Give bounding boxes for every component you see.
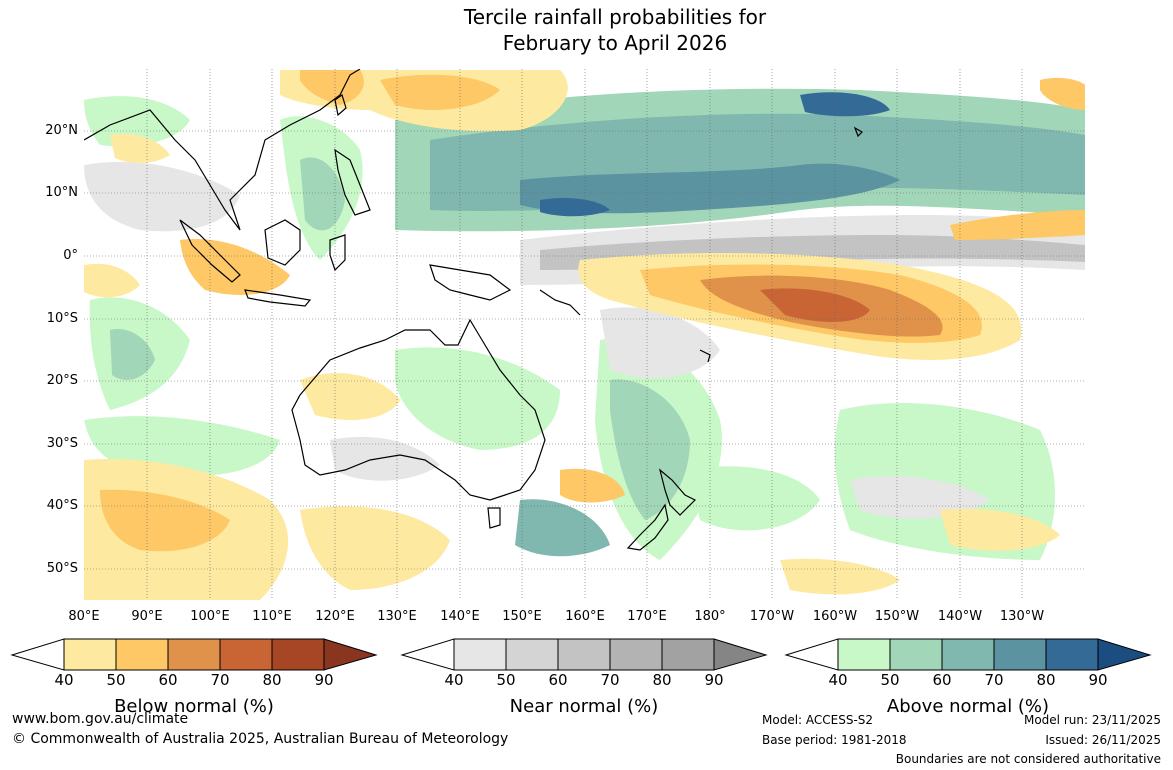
lon-tick-130w: 130°W <box>999 609 1045 624</box>
cbar-above-label-90: 90 <box>1088 671 1108 689</box>
lon-tick-170e: 170°E <box>627 609 667 624</box>
lon-tick-80e: 80°E <box>68 609 100 624</box>
cbar-near-label-40: 40 <box>444 671 464 689</box>
lat-tick-10n: 10°N <box>45 185 78 200</box>
lon-tick-110e: 110°E <box>252 609 292 624</box>
issued-text: Issued: 26/11/2025 <box>1045 733 1161 747</box>
hawaii-coastline <box>853 126 863 138</box>
title-line-2: February to April 2026 <box>502 31 728 55</box>
taiwan-coastline <box>334 94 347 117</box>
cbar-near-label-70: 70 <box>600 671 620 689</box>
sulawesi-coastline <box>329 234 346 272</box>
cbar-near-title: Near normal (%) <box>509 696 659 717</box>
lon-tick-100e: 100°E <box>190 609 230 624</box>
lat-tick-20s: 20°S <box>46 373 78 388</box>
new-zealand-south-coastline <box>626 503 669 551</box>
website-link[interactable]: www.bom.gov.au/climate <box>12 711 189 727</box>
colorbar-below-normal <box>10 638 378 671</box>
cbar-below-label-60: 60 <box>158 671 178 689</box>
lat-tick-20n: 20°N <box>45 123 78 138</box>
lon-tick-140e: 140°E <box>440 609 480 624</box>
cbar-near-label-50: 50 <box>496 671 516 689</box>
lon-tick-150e: 150°E <box>502 609 542 624</box>
australia-coastline <box>291 318 546 501</box>
asia-mainland-coastline <box>84 69 361 231</box>
graticule <box>84 69 1085 600</box>
lon-tick-140w: 140°W <box>937 609 983 624</box>
lat-tick-50s: 50°S <box>46 561 78 576</box>
cbar-below-label-80: 80 <box>262 671 282 689</box>
solomon-islands-coastline <box>539 289 581 316</box>
colorbar-near-normal <box>400 638 768 671</box>
coastlines <box>84 69 863 551</box>
sumatra-coastline <box>179 219 241 283</box>
above-normal-regions <box>84 88 1085 560</box>
lat-tick-10s: 10°S <box>46 311 78 326</box>
title-line-1: Tercile rainfall probabilities for <box>463 5 767 29</box>
lon-tick-90e: 90°E <box>131 609 163 624</box>
lon-tick-160w: 160°W <box>812 609 858 624</box>
philippines-coastline <box>334 148 371 216</box>
model-text: Model: ACCESS-S2 <box>762 713 874 727</box>
base-period-text: Base period: 1981-2018 <box>762 733 907 747</box>
cbar-below-title: Below normal (%) <box>114 696 274 717</box>
cbar-below-label-90: 90 <box>314 671 334 689</box>
java-coastline <box>244 289 312 307</box>
fiji-coastline <box>699 349 711 363</box>
below-normal-regions <box>84 70 1085 600</box>
cbar-above-title: Above normal (%) <box>886 696 1050 717</box>
colorbar-above-normal <box>784 638 1152 671</box>
cbar-near-label-90: 90 <box>704 671 724 689</box>
map-area <box>84 69 1085 600</box>
cbar-above-label-60: 60 <box>932 671 952 689</box>
new-zealand-north-coastline <box>658 468 697 516</box>
lat-tick-30s: 30°S <box>46 436 78 451</box>
model-run-text: Model run: 23/11/2025 <box>1023 713 1161 727</box>
cbar-above-label-40: 40 <box>828 671 848 689</box>
cbar-below-label-70: 70 <box>210 671 230 689</box>
disclaimer-text: Boundaries are not considered authoritat… <box>895 752 1161 766</box>
cbar-below-label-40: 40 <box>54 671 74 689</box>
tasmania-coastline <box>487 507 501 529</box>
lon-tick-150w: 150°W <box>874 609 920 624</box>
cbar-below-label-50: 50 <box>106 671 126 689</box>
lat-tick-0: 0° <box>63 248 78 263</box>
lon-tick-170w: 170°W <box>749 609 795 624</box>
cbar-near-label-80: 80 <box>652 671 672 689</box>
lon-tick-120e: 120°E <box>315 609 355 624</box>
lon-tick-160e: 160°E <box>565 609 605 624</box>
lon-tick-180: 180° <box>694 609 726 624</box>
copyright-text: © Commonwealth of Australia 2025, Austra… <box>12 731 509 747</box>
cbar-near-label-60: 60 <box>548 671 568 689</box>
borneo-coastline <box>264 219 301 266</box>
cbar-above-label-70: 70 <box>984 671 1004 689</box>
cbar-above-label-80: 80 <box>1036 671 1056 689</box>
lon-tick-130e: 130°E <box>377 609 417 624</box>
lat-tick-40s: 40°S <box>46 498 78 513</box>
new-guinea-coastline <box>429 264 512 301</box>
cbar-above-label-50: 50 <box>880 671 900 689</box>
chart-title: Tercile rainfall probabilities for Febru… <box>0 4 1173 56</box>
